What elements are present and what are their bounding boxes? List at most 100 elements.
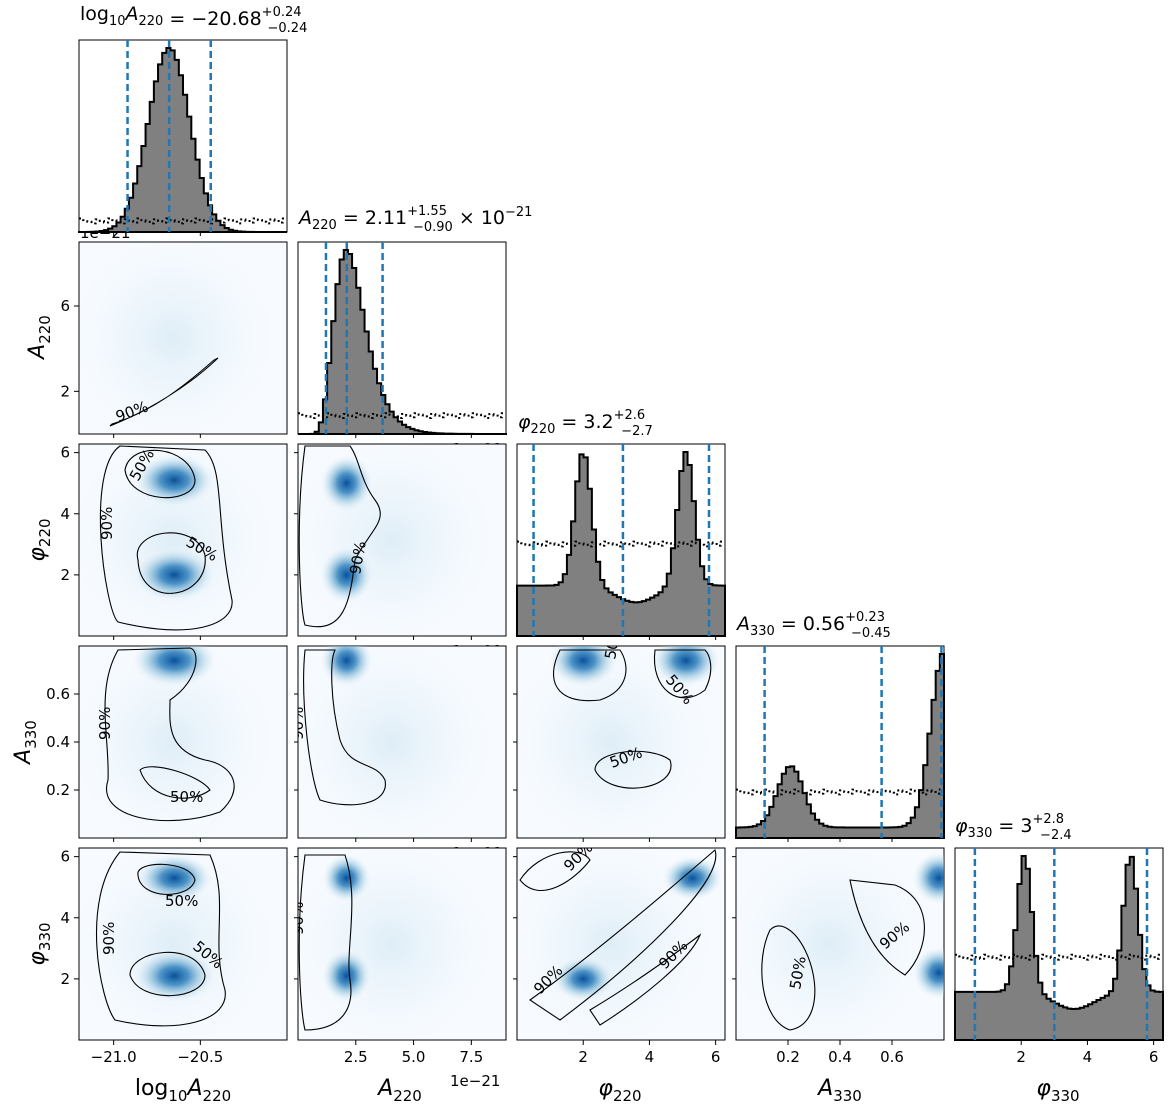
- contour-line-4-0-0: [95, 851, 226, 1027]
- density-haze-4-3: [736, 848, 934, 1040]
- contour-line-3-2-2: [594, 750, 672, 789]
- xtick-label-4-2: 6: [1149, 1048, 1159, 1066]
- contour-line-3-1-0: [303, 649, 386, 806]
- xtick-label-1-1: 5.0: [402, 1048, 426, 1066]
- ytick-label-4-0: 2: [60, 970, 70, 988]
- contour-line-1-0-0: [109, 357, 219, 427]
- density-peak-4-2-0: [553, 956, 614, 1001]
- density-peak-2-1-0: [320, 455, 373, 512]
- contour-line-3-0-0: [104, 647, 235, 822]
- contour-line-4-2-2: [589, 933, 702, 1026]
- histogram-2: [516, 451, 726, 637]
- ylabel-4: φ330: [25, 922, 54, 965]
- density-peak-4-0-0: [136, 854, 213, 903]
- density-haze-3-1: [298, 646, 496, 838]
- xtick-label-4-1: 4: [1083, 1048, 1093, 1066]
- ytick-label-3-0: 0.2: [46, 781, 70, 799]
- contour-line-4-2-1: [529, 849, 717, 1021]
- density-peak-4-2-1: [662, 856, 723, 901]
- xtick-label-1-0: 2.5: [344, 1048, 368, 1066]
- xtick-label-1-2: 7.5: [459, 1048, 483, 1066]
- offset-text-col1: 1e−21: [450, 1072, 500, 1090]
- histogram-3: [735, 653, 945, 839]
- panel-4-3: 50%90%: [736, 848, 944, 1040]
- contour-label-3-0-0: 90%: [96, 707, 114, 740]
- density-haze-2-1: [298, 444, 496, 636]
- density-peak-4-1-0: [322, 854, 371, 903]
- xtick-label-4-0: 2: [1016, 1048, 1026, 1066]
- xtick-label-3-2: 0.6: [880, 1048, 904, 1066]
- contour-line-4-3-0: [761, 925, 816, 1031]
- contour-label-4-0-0: 90%: [100, 922, 118, 955]
- density-haze-1-0: [79, 242, 277, 434]
- contour-line-2-0-2: [136, 532, 206, 594]
- density-haze-2-0: [79, 444, 277, 636]
- contour-label-3-1-0: 90%: [289, 707, 307, 740]
- contour-line-2-1-0: [298, 445, 381, 628]
- contour-label-2-0-0: 90%: [98, 507, 116, 540]
- panel-4-1: 90%: [289, 848, 496, 1040]
- ytick-label-2-0: 2: [60, 566, 70, 584]
- xlabel-3: A330: [816, 1076, 862, 1105]
- diag-title-1: A220 = 2.11+1.55 −0.90 × 10−21: [297, 204, 532, 235]
- contour-line-4-0-2: [129, 951, 206, 997]
- diag-title-2: φ220 = 3.2+2.6 −2.7: [518, 408, 653, 439]
- histogram-1: [298, 249, 507, 435]
- density-peak-4-3-1: [912, 946, 944, 999]
- ylabel-3: A330: [11, 720, 40, 766]
- xlabel-2: φ220: [598, 1076, 641, 1105]
- panel-4-0: 90%50%50%: [79, 848, 277, 1040]
- xtick-label-2-2: 6: [711, 1048, 721, 1066]
- density-peak-3-2-1: [651, 646, 720, 687]
- contour-label-4-1-0: 90%: [289, 902, 307, 935]
- ytick-label-4-1: 4: [60, 909, 70, 927]
- contour-label-4-3-0: 50%: [786, 955, 810, 991]
- density-peak-4-3-0: [912, 852, 944, 905]
- contour-label-2-1-0: 90%: [346, 540, 370, 576]
- contour-line-4-2-0: [519, 851, 591, 891]
- contour-line-4-3-1: [849, 879, 925, 976]
- density-haze-3-2: [517, 646, 715, 838]
- contour-label-3-2-0: 50%: [601, 625, 625, 661]
- panel-3-2: 50%50%50%: [517, 625, 720, 838]
- xlabel-0: log10A220: [135, 1076, 231, 1105]
- xlabel-1: A220: [376, 1076, 422, 1105]
- density-peak-4-1-1: [322, 949, 371, 1002]
- ytick-label-2-1: 4: [60, 505, 70, 523]
- density-peak-2-0-0: [134, 454, 215, 507]
- contour-line-4-1-0: [298, 854, 353, 1031]
- histogram-0: [78, 47, 287, 233]
- diag-title-4: φ330 = 3+2.8 −2.4: [955, 812, 1072, 843]
- density-peak-4-0-1: [134, 949, 215, 1002]
- contour-line-2-0-0: [99, 445, 233, 631]
- contour-line-2-0-1: [124, 449, 196, 499]
- ytick-label-1-1: 6: [60, 297, 70, 315]
- contour-label-4-0-1: 50%: [165, 892, 198, 910]
- diag-title-0: log10A220 = −20.68+0.24 −0.24: [80, 3, 307, 36]
- density-peak-3-1-0: [320, 646, 373, 687]
- xtick-label-2-0: 2: [578, 1048, 588, 1066]
- contour-label-3-0-1: 50%: [170, 788, 203, 806]
- panel-2-1: 90%: [298, 444, 496, 636]
- ylabel-2: φ220: [25, 518, 54, 561]
- contour-line-3-2-1: [653, 649, 712, 699]
- contour-line-3-0-1: [139, 766, 211, 799]
- ytick-label-3-2: 0.6: [46, 685, 70, 703]
- ytick-label-2-2: 6: [60, 444, 70, 462]
- panel-2-0: 90%50%50%: [79, 444, 277, 636]
- panel-4-2: 90%90%90%: [517, 848, 723, 1040]
- ytick-label-3-1: 0.4: [46, 733, 70, 751]
- density-peak-3-2-0: [549, 646, 618, 687]
- ytick-label-1-0: 2: [60, 382, 70, 400]
- panel-3-1: 90%: [289, 646, 496, 838]
- density-haze-4-0: [79, 848, 277, 1040]
- contour-line-3-2-0: [552, 649, 627, 702]
- panel-3-0: 90% 50%: [79, 646, 277, 838]
- diag-title-3: A330 = 0.56+0.23 −0.45: [735, 610, 891, 641]
- ytick-label-4-2: 6: [60, 848, 70, 866]
- xtick-label-2-1: 4: [645, 1048, 655, 1066]
- xtick-label-0-1: −20.5: [177, 1048, 223, 1066]
- density-peak-3-0-0: [132, 646, 217, 687]
- xtick-label-3-1: 0.4: [828, 1048, 852, 1066]
